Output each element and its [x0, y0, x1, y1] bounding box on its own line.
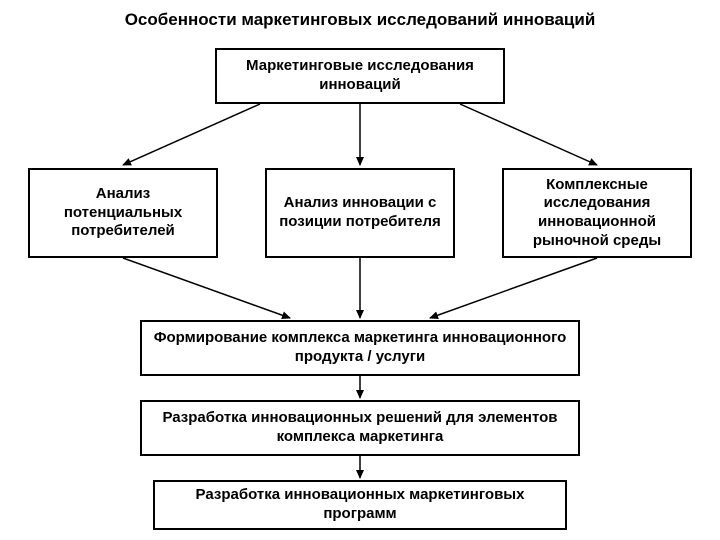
edge-arrow [430, 258, 597, 318]
node-mid-center-label: Анализ инновации с позиции потребителя [277, 194, 443, 232]
edge-arrow [460, 104, 597, 165]
node-lower1-label: Формирование комплекса маркетинга иннова… [152, 329, 568, 367]
node-lower2-label: Разработка инновационных решений для эле… [152, 409, 568, 447]
node-mid-right: Комплексные исследования инновационной р… [502, 168, 692, 258]
node-lower2: Разработка инновационных решений для эле… [140, 400, 580, 456]
node-lower1: Формирование комплекса маркетинга иннова… [140, 320, 580, 376]
diagram-title: Особенности маркетинговых исследований и… [0, 10, 720, 30]
node-mid-left: Анализ потенциальных потребителей [28, 168, 218, 258]
node-mid-left-label: Анализ потенциальных потребителей [40, 185, 206, 241]
node-top: Маркетинговые исследования инноваций [215, 48, 505, 104]
edge-arrow [123, 104, 260, 165]
node-lower3: Разработка инновационных маркетинговых п… [153, 480, 567, 530]
node-mid-right-label: Комплексные исследования инновационной р… [514, 176, 680, 251]
node-lower3-label: Разработка инновационных маркетинговых п… [165, 486, 555, 524]
node-top-label: Маркетинговые исследования инноваций [227, 57, 493, 95]
edge-arrow [123, 258, 290, 318]
node-mid-center: Анализ инновации с позиции потребителя [265, 168, 455, 258]
